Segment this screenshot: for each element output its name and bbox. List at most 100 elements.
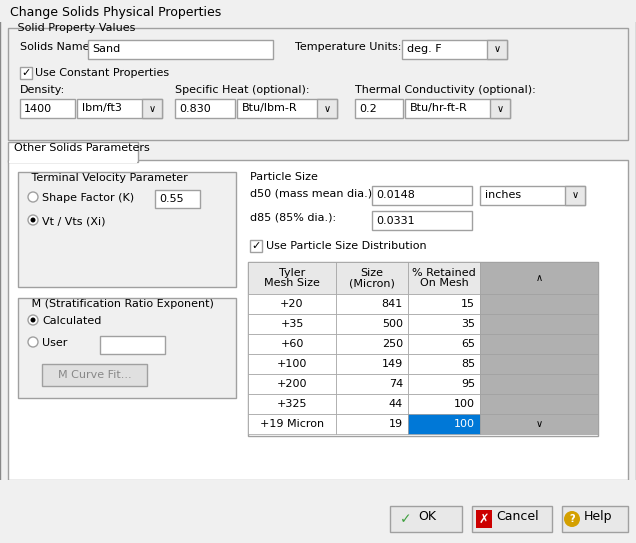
Text: Density:: Density: bbox=[20, 85, 66, 95]
Text: Terminal Velocity Parameter: Terminal Velocity Parameter bbox=[28, 173, 191, 183]
Bar bbox=[562, 506, 628, 532]
Bar bbox=[8, 160, 628, 480]
Circle shape bbox=[28, 215, 38, 225]
Bar bbox=[248, 394, 336, 414]
Text: 0.0148: 0.0148 bbox=[376, 191, 415, 200]
Bar bbox=[408, 294, 480, 314]
Bar bbox=[20, 67, 32, 79]
Bar bbox=[248, 334, 336, 354]
Text: 0.2: 0.2 bbox=[359, 104, 377, 113]
Bar bbox=[155, 190, 200, 208]
Bar bbox=[472, 506, 552, 532]
Text: Particle Size: Particle Size bbox=[250, 172, 318, 182]
Text: 250: 250 bbox=[382, 339, 403, 349]
Text: Btu/lbm-R: Btu/lbm-R bbox=[242, 104, 298, 113]
Bar bbox=[248, 414, 336, 434]
Bar bbox=[248, 374, 336, 394]
Bar bbox=[0, 0, 636, 22]
Bar bbox=[8, 142, 138, 162]
Text: 95: 95 bbox=[461, 379, 475, 389]
Text: User: User bbox=[42, 338, 67, 348]
Text: ?: ? bbox=[569, 514, 575, 524]
Bar bbox=[405, 99, 510, 118]
Bar bbox=[248, 262, 336, 294]
Bar bbox=[390, 506, 462, 532]
Bar bbox=[20, 99, 75, 118]
Text: Size: Size bbox=[361, 268, 384, 277]
Text: Thermal Conductivity (optional):: Thermal Conductivity (optional): bbox=[355, 85, 536, 95]
Text: 74: 74 bbox=[389, 379, 403, 389]
Bar bbox=[336, 354, 408, 374]
Text: Calculated: Calculated bbox=[42, 316, 101, 326]
Bar bbox=[248, 314, 336, 334]
Bar bbox=[372, 186, 472, 205]
Text: 1400: 1400 bbox=[24, 104, 52, 113]
Bar bbox=[480, 294, 598, 434]
Bar bbox=[8, 28, 628, 140]
Bar bbox=[18, 172, 236, 287]
Text: 841: 841 bbox=[382, 299, 403, 309]
Text: On Mesh: On Mesh bbox=[420, 279, 468, 288]
Bar bbox=[248, 294, 336, 314]
Text: +35: +35 bbox=[280, 319, 303, 329]
Bar bbox=[18, 298, 236, 398]
Bar bbox=[336, 414, 408, 434]
Bar bbox=[480, 414, 598, 434]
Bar bbox=[402, 40, 507, 59]
Text: 100: 100 bbox=[454, 419, 475, 429]
Bar bbox=[372, 211, 472, 230]
Bar bbox=[408, 394, 480, 414]
Bar bbox=[480, 354, 598, 374]
Text: ∨: ∨ bbox=[494, 45, 501, 54]
Text: Solid Property Values: Solid Property Values bbox=[14, 23, 139, 33]
Text: Help: Help bbox=[584, 510, 612, 523]
Text: Shape Factor (K): Shape Factor (K) bbox=[42, 193, 134, 203]
Bar bbox=[9, 161, 137, 163]
Text: (Micron): (Micron) bbox=[349, 279, 395, 288]
Text: +200: +200 bbox=[277, 379, 307, 389]
Text: 0.55: 0.55 bbox=[159, 194, 184, 204]
Text: 35: 35 bbox=[461, 319, 475, 329]
Bar bbox=[480, 374, 598, 394]
Text: ∨: ∨ bbox=[148, 104, 156, 113]
Text: M Curve Fit...: M Curve Fit... bbox=[58, 370, 131, 380]
Bar bbox=[77, 99, 162, 118]
Bar bbox=[408, 414, 480, 434]
Text: ✓: ✓ bbox=[251, 241, 261, 251]
Bar bbox=[336, 394, 408, 414]
Text: Sand: Sand bbox=[92, 45, 120, 54]
Bar bbox=[480, 186, 585, 205]
Bar bbox=[480, 314, 598, 334]
Text: OK: OK bbox=[418, 510, 436, 523]
Text: ∨: ∨ bbox=[497, 104, 504, 113]
Bar bbox=[480, 334, 598, 354]
Text: Cancel: Cancel bbox=[496, 510, 539, 523]
Bar bbox=[408, 314, 480, 334]
Bar bbox=[480, 262, 598, 294]
Text: 44: 44 bbox=[389, 399, 403, 409]
Circle shape bbox=[28, 337, 38, 347]
Bar bbox=[248, 354, 336, 374]
Bar bbox=[336, 294, 408, 314]
Text: ∨: ∨ bbox=[324, 104, 331, 113]
Text: Mesh Size: Mesh Size bbox=[264, 279, 320, 288]
Bar bbox=[355, 99, 403, 118]
Bar bbox=[175, 99, 235, 118]
Text: deg. F: deg. F bbox=[407, 45, 441, 54]
Text: % Retained: % Retained bbox=[412, 268, 476, 277]
Text: d50 (mass mean dia.):: d50 (mass mean dia.): bbox=[250, 188, 376, 198]
Text: ∨: ∨ bbox=[536, 419, 543, 429]
Bar bbox=[408, 354, 480, 374]
Bar bbox=[237, 99, 337, 118]
Bar bbox=[480, 394, 598, 414]
Text: lbm/ft3: lbm/ft3 bbox=[82, 104, 122, 113]
Text: ∨: ∨ bbox=[571, 191, 579, 200]
Bar bbox=[0, 480, 636, 543]
Text: d85 (85% dia.):: d85 (85% dia.): bbox=[250, 213, 336, 223]
Text: Use Particle Size Distribution: Use Particle Size Distribution bbox=[266, 241, 427, 251]
Bar bbox=[317, 99, 337, 118]
Text: +100: +100 bbox=[277, 359, 307, 369]
Text: 100: 100 bbox=[454, 399, 475, 409]
Circle shape bbox=[31, 218, 36, 223]
Bar bbox=[336, 334, 408, 354]
